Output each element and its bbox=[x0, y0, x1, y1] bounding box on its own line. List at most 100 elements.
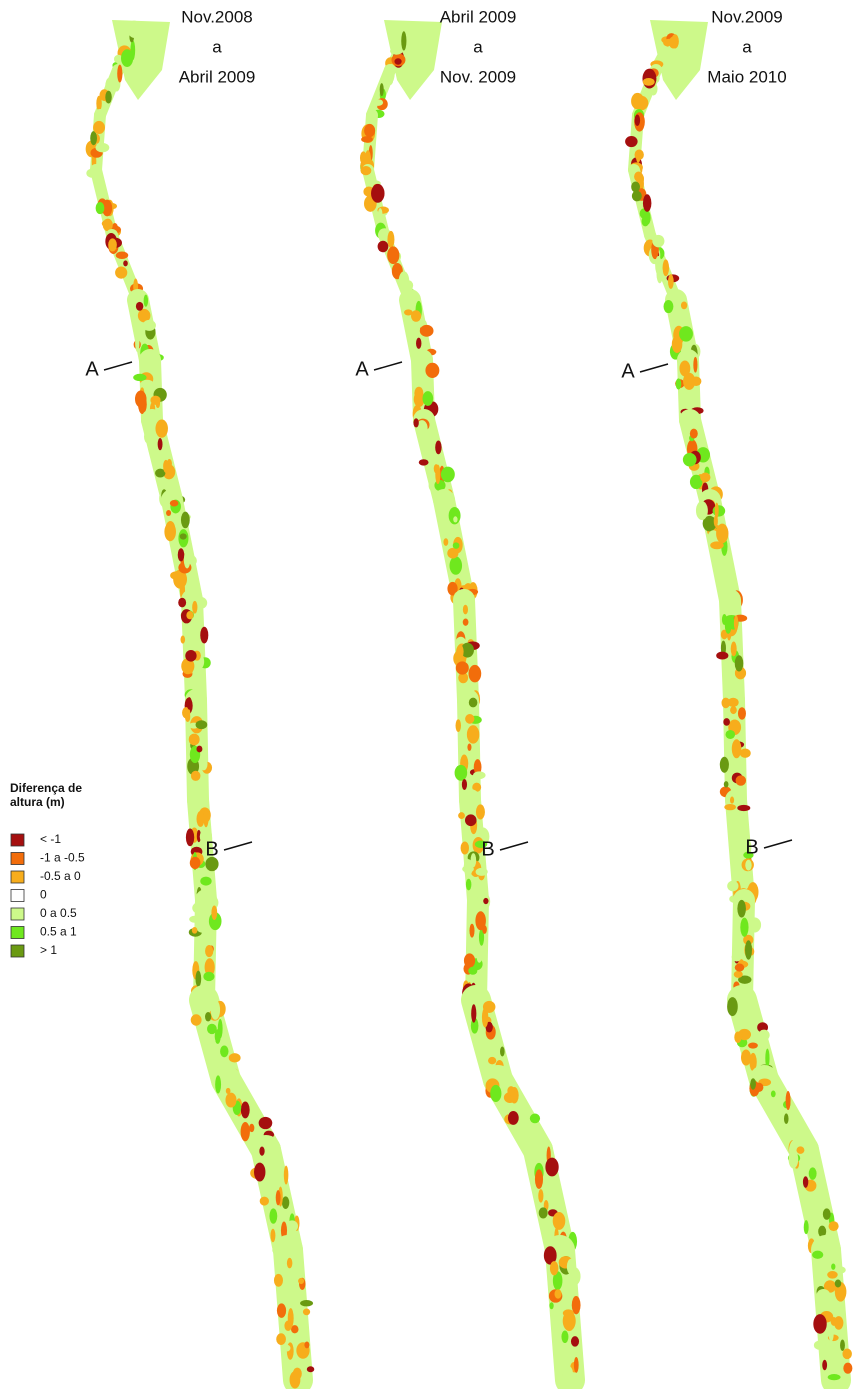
elevation-patch bbox=[828, 1374, 841, 1380]
elevation-patch bbox=[681, 393, 688, 401]
river-panel bbox=[625, 20, 852, 1380]
legend-label: 0 a 0.5 bbox=[40, 906, 77, 920]
elevation-patch bbox=[435, 465, 440, 484]
section-marker: A bbox=[85, 358, 99, 380]
elevation-patch bbox=[823, 1208, 831, 1219]
elevation-patch bbox=[185, 650, 196, 662]
section-marker: B bbox=[205, 838, 218, 860]
elevation-patch bbox=[467, 725, 479, 743]
elevation-patch bbox=[663, 259, 670, 276]
elevation-patch bbox=[740, 749, 751, 758]
elevation-patch bbox=[771, 1091, 776, 1098]
elevation-patch bbox=[450, 556, 463, 574]
elevation-patch bbox=[679, 326, 693, 342]
elevation-patch bbox=[714, 515, 718, 527]
elevation-patch bbox=[530, 1114, 540, 1124]
elevation-patch bbox=[414, 387, 423, 400]
elevation-patch bbox=[476, 804, 485, 819]
elevation-patch bbox=[284, 1166, 289, 1185]
elevation-patch bbox=[135, 391, 147, 408]
panel-title: Nov. 2009 bbox=[440, 67, 516, 86]
marker-leader bbox=[104, 362, 132, 370]
elevation-patch bbox=[748, 917, 761, 932]
elevation-patch bbox=[742, 1030, 751, 1039]
elevation-patch bbox=[789, 1150, 799, 1168]
elevation-patch bbox=[463, 605, 468, 615]
elevation-patch bbox=[734, 615, 738, 630]
elevation-patch bbox=[740, 918, 748, 937]
elevation-patch bbox=[181, 512, 190, 529]
marker-leader bbox=[764, 840, 792, 848]
legend-swatch bbox=[11, 871, 24, 883]
legend-label: 0 bbox=[40, 888, 47, 902]
legend-swatch bbox=[11, 945, 24, 957]
river-panel bbox=[86, 20, 315, 1388]
elevation-patch bbox=[196, 597, 207, 609]
elevation-patch bbox=[155, 420, 167, 438]
elevation-patch bbox=[191, 771, 201, 781]
elevation-patch bbox=[373, 99, 383, 106]
elevation-patch bbox=[148, 446, 155, 454]
elevation-patch bbox=[144, 419, 156, 427]
elevation-patch bbox=[116, 251, 129, 259]
elevation-patch bbox=[748, 1042, 758, 1048]
panel-title: Maio 2010 bbox=[707, 67, 786, 86]
elevation-patch bbox=[690, 429, 698, 439]
legend-label: < -1 bbox=[40, 832, 61, 846]
elevation-patch bbox=[466, 879, 471, 891]
elevation-patch bbox=[196, 720, 208, 729]
elevation-patch bbox=[105, 91, 111, 104]
elevation-patch bbox=[636, 151, 640, 163]
elevation-patch bbox=[735, 655, 744, 671]
elevation-patch bbox=[416, 363, 425, 377]
elevation-patch bbox=[716, 652, 728, 660]
elevation-patch bbox=[822, 1360, 827, 1370]
elevation-patch bbox=[200, 757, 208, 770]
elevation-patch bbox=[211, 906, 217, 920]
elevation-patch bbox=[276, 1190, 281, 1205]
elevation-patch bbox=[215, 1075, 221, 1093]
elevation-patch bbox=[361, 136, 373, 142]
elevation-patch bbox=[378, 208, 382, 219]
elevation-patch bbox=[453, 542, 460, 549]
elevation-patch bbox=[475, 911, 486, 930]
elevation-patch bbox=[196, 811, 204, 827]
elevation-patch bbox=[378, 241, 389, 253]
elevation-patch bbox=[455, 765, 468, 781]
elevation-patch bbox=[696, 501, 708, 520]
elevation-patch bbox=[150, 396, 160, 405]
elevation-patch bbox=[303, 1309, 310, 1316]
elevation-patch bbox=[664, 300, 674, 313]
elevation-patch bbox=[561, 1331, 568, 1343]
elevation-patch bbox=[700, 473, 710, 483]
elevation-patch bbox=[804, 1220, 809, 1234]
elevation-patch bbox=[735, 964, 745, 972]
elevation-patch bbox=[467, 744, 471, 751]
elevation-patch bbox=[643, 194, 651, 212]
elevation-patch bbox=[842, 1349, 851, 1360]
elevation-patch bbox=[814, 1340, 826, 1349]
elevation-patch bbox=[136, 302, 143, 311]
elevation-patch bbox=[507, 1086, 514, 1095]
elevation-patch bbox=[508, 1111, 519, 1125]
elevation-patch bbox=[722, 614, 727, 625]
elevation-patch bbox=[759, 1030, 770, 1041]
elevation-patch bbox=[745, 860, 751, 871]
elevation-patch bbox=[562, 1366, 573, 1381]
elevation-patch bbox=[465, 814, 477, 826]
elevation-patch bbox=[282, 1196, 289, 1209]
legend-label: -0.5 a 0 bbox=[40, 869, 81, 883]
elevation-patch bbox=[184, 550, 191, 568]
elevation-patch bbox=[676, 378, 682, 389]
elevation-patch bbox=[260, 1197, 269, 1206]
elevation-patch bbox=[730, 706, 737, 714]
elevation-patch bbox=[215, 1029, 221, 1044]
elevation-patch bbox=[453, 516, 457, 522]
elevation-patch bbox=[384, 76, 393, 86]
elevation-patch bbox=[380, 83, 384, 96]
elevation-patch bbox=[117, 65, 122, 83]
elevation-patch bbox=[360, 166, 371, 175]
elevation-patch bbox=[192, 601, 197, 614]
elevation-patch bbox=[200, 877, 211, 886]
elevation-patch bbox=[441, 467, 455, 483]
